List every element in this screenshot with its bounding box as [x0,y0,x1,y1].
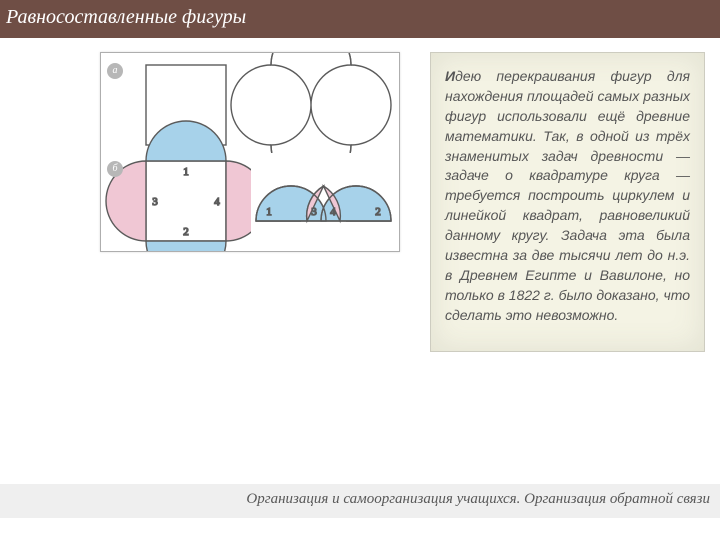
figure-panel: а б [100,52,400,252]
note-text: дею перекраивания фигур для нахождения п… [445,68,690,323]
figure-svg: 1 2 3 4 [101,53,399,251]
fig-b-left-num-1: 1 [183,166,189,178]
content-area: а б [0,38,720,352]
footer-band: Организация и самоорганизация учащихся. … [0,484,720,518]
fig-b-right-num-1: 1 [266,206,272,218]
fig-b-right-num-2: 2 [375,206,381,218]
fig-b-right-num-4: 4 [330,206,336,218]
figure-row-label-a: а [107,63,123,79]
figure-row-label-b: б [107,161,123,177]
history-note: Идею перекраивания фигур для нахождения … [430,52,705,352]
fig-b-right: 1 3 4 2 [251,153,396,249]
fig-b-left-num-2: 2 [183,226,189,238]
fig-b-left-num-3: 3 [152,196,158,208]
note-lead: И [445,68,455,84]
fig-b-left-num-4: 4 [214,196,220,208]
page-title: Равносоставленные фигуры [0,0,720,38]
fig-b-right-num-3: 3 [311,206,317,218]
fig-b-square-pieces: 1 2 3 4 [106,121,266,251]
